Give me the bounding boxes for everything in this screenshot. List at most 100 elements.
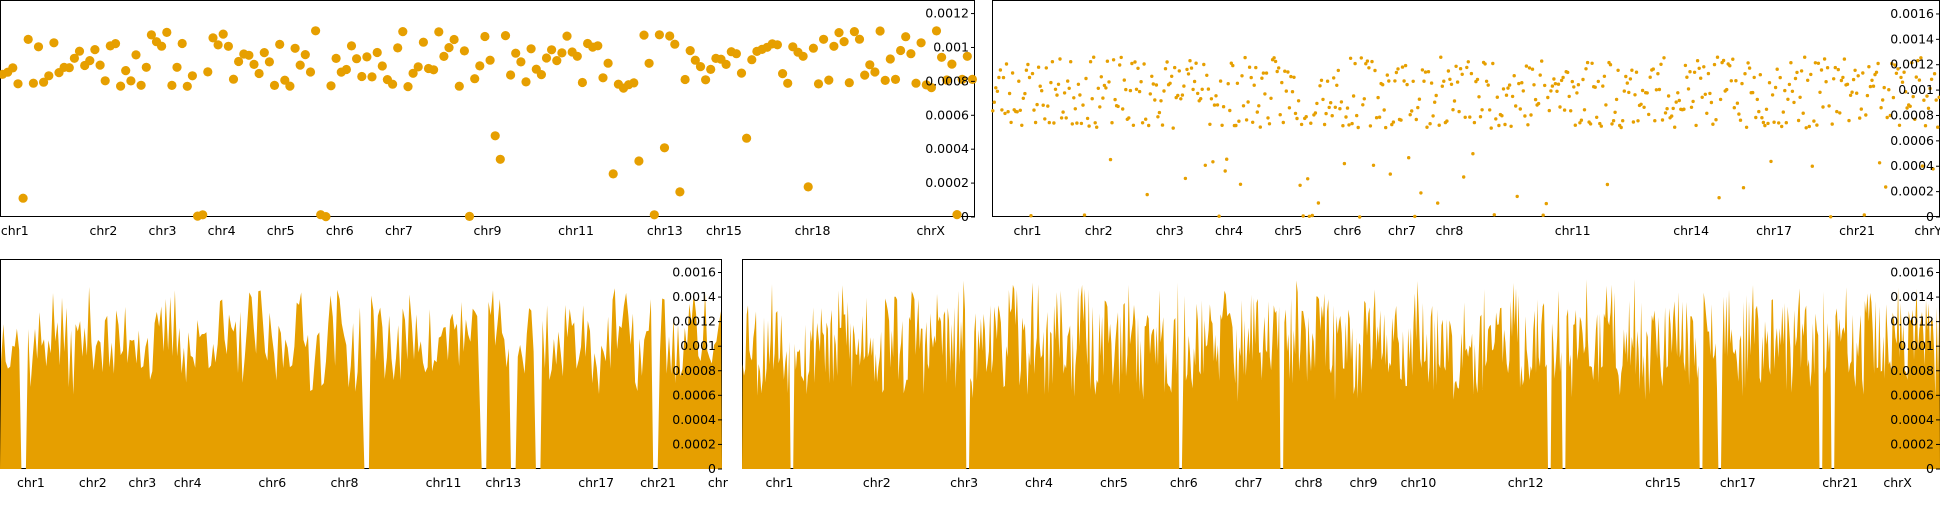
data-point [1815, 123, 1818, 126]
data-point [1802, 112, 1805, 115]
data-point [829, 42, 838, 51]
data-point [1613, 111, 1616, 114]
data-point [562, 31, 571, 40]
data-point [686, 46, 695, 55]
y-tick-label: 0.0002 [1890, 184, 1934, 199]
data-point [527, 44, 536, 53]
data-point [1884, 185, 1887, 188]
data-point [1253, 84, 1256, 87]
data-point [265, 57, 274, 66]
data-point [991, 109, 994, 112]
data-point [1783, 89, 1786, 92]
data-point [362, 52, 371, 61]
data-point [326, 81, 335, 90]
data-point [1777, 121, 1780, 124]
data-point [1506, 86, 1509, 89]
data-point [1045, 66, 1048, 69]
data-point [311, 26, 320, 35]
data-point [1876, 62, 1879, 65]
data-point [1838, 111, 1841, 114]
x-tick-label: chrX [916, 223, 945, 238]
data-point [1022, 97, 1025, 100]
data-point [604, 59, 613, 68]
data-point [1672, 107, 1675, 110]
data-point [486, 56, 495, 65]
data-point [1416, 106, 1419, 109]
y-tick-label: 0.001 [1898, 82, 1934, 97]
data-point [1733, 106, 1736, 109]
data-point [1552, 77, 1555, 80]
data-point [1730, 79, 1733, 82]
data-point [1291, 90, 1294, 93]
data-point [1081, 103, 1084, 106]
data-point [1061, 110, 1064, 113]
data-point [1211, 160, 1214, 163]
data-point [1428, 122, 1431, 125]
data-point [1473, 121, 1476, 124]
data-point [1199, 97, 1202, 100]
data-point [547, 45, 556, 54]
data-point [162, 28, 171, 37]
data-points [0, 26, 977, 221]
data-point [244, 51, 253, 60]
data-point [1887, 88, 1890, 91]
plot-frame [993, 1, 1940, 217]
data-point [1768, 81, 1771, 84]
data-point [1936, 126, 1939, 129]
data-point [398, 27, 407, 36]
data-point [1008, 92, 1011, 95]
data-point [1606, 183, 1609, 186]
data-point [1471, 152, 1474, 155]
data-point [1320, 79, 1323, 82]
data-point [172, 63, 181, 72]
x-tick-label: chr2 [863, 475, 891, 490]
y-tick-label: 0.001 [1898, 338, 1934, 353]
data-point [1069, 60, 1072, 63]
data-point [1879, 106, 1882, 109]
data-point [1615, 98, 1618, 101]
data-point [1005, 62, 1008, 65]
data-point [1924, 124, 1927, 127]
data-point [1386, 73, 1389, 76]
data-point [1760, 116, 1763, 119]
data-point [1745, 126, 1748, 129]
data-point [1678, 99, 1681, 102]
x-tick-label: chr1 [17, 475, 45, 490]
scatter-chart-top-left: 00.00020.00040.00060.00080.0010.0012chr1… [0, 0, 980, 251]
data-point [470, 74, 479, 83]
data-point [1144, 118, 1147, 121]
data-point [1265, 71, 1268, 74]
data-point [219, 29, 228, 38]
x-tick-label: chr11 [426, 475, 462, 490]
y-tick-label: 0.0012 [925, 6, 969, 21]
data-point [1453, 99, 1456, 102]
data-point [1569, 109, 1572, 112]
data-point [1337, 69, 1340, 72]
data-point [1026, 63, 1029, 66]
data-point [1190, 66, 1193, 69]
data-point [1188, 59, 1191, 62]
data-point [1456, 80, 1459, 83]
data-point [1141, 121, 1144, 124]
data-point [137, 81, 146, 90]
data-point [1357, 126, 1360, 129]
data-point [1696, 59, 1699, 62]
data-point [1597, 80, 1600, 83]
data-point [1020, 124, 1023, 127]
data-point [1748, 66, 1751, 69]
data-point [1626, 81, 1629, 84]
data-point [1670, 114, 1673, 117]
x-tick-label: chr6 [258, 475, 286, 490]
data-point [1832, 77, 1835, 80]
data-point [1551, 84, 1554, 87]
data-point [1139, 80, 1142, 83]
data-point [1548, 109, 1551, 112]
data-point [1711, 123, 1714, 126]
data-point [1366, 59, 1369, 62]
data-point [1078, 93, 1081, 96]
data-point [1136, 67, 1139, 70]
data-point [1323, 123, 1326, 126]
data-point [1156, 115, 1159, 118]
data-point [1476, 78, 1479, 81]
data-point [932, 26, 941, 35]
